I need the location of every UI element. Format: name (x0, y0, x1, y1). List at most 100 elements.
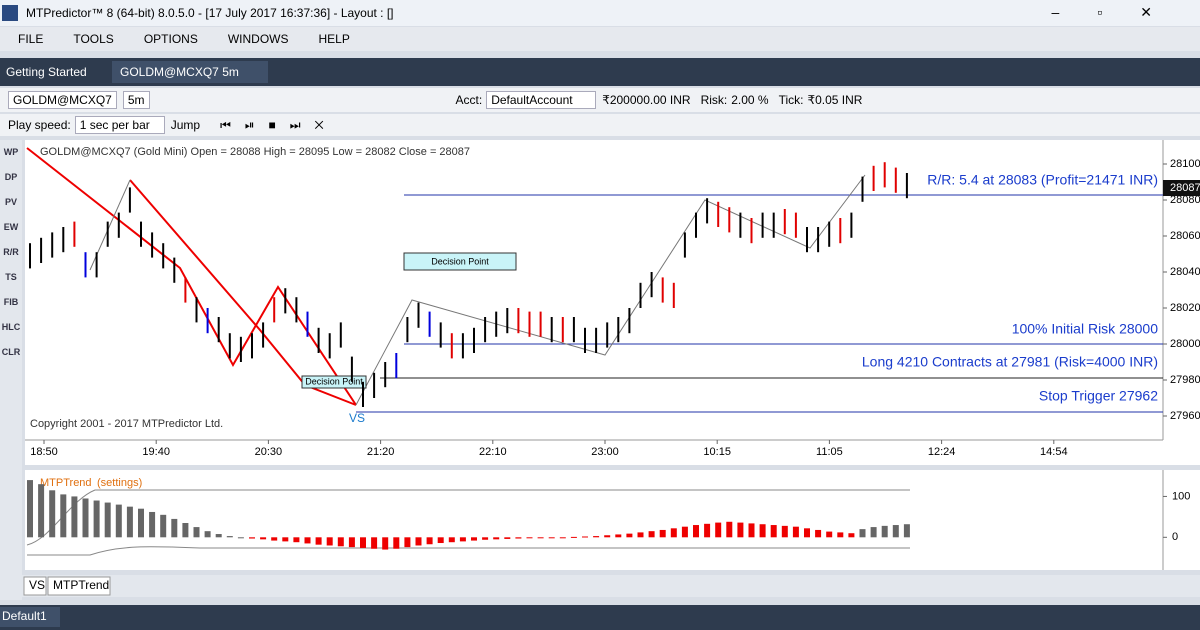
decision-label: Decision Point (431, 256, 489, 266)
trend-bar (326, 537, 333, 546)
indicator-name: MTPTrend (40, 477, 92, 489)
trend-bar (426, 537, 433, 545)
x-tick-label: 23:00 (591, 446, 619, 458)
trend-bar (903, 524, 910, 538)
long-annotation: Long 4210 Contracts at 27981 (Risk=4000 … (862, 354, 1158, 370)
trend-bar (471, 537, 477, 541)
x-tick-label: 12:24 (928, 446, 956, 458)
trend-bar (593, 536, 600, 538)
side-tool[interactable]: R/R (3, 247, 19, 257)
trend-bar (759, 524, 766, 538)
menu-item[interactable]: OPTIONS (143, 32, 198, 46)
trend-bar (504, 537, 511, 539)
side-tool[interactable]: PV (4, 197, 17, 207)
trend-bar (448, 537, 455, 543)
window-controls[interactable]: –▫✕ (1051, 4, 1190, 20)
price-tag-label: 28087 (1170, 182, 1200, 194)
x-tick-label: 20:30 (255, 446, 283, 458)
tick: ₹0.05 INR (807, 93, 863, 107)
menu-item[interactable]: TOOLS (73, 32, 114, 46)
trend-bar (859, 529, 866, 538)
trend-bar (526, 537, 533, 539)
tab-active[interactable]: GOLDM@MCXQ7 5m (112, 61, 268, 83)
trend-bar (770, 525, 777, 538)
tick-label: Tick: (778, 93, 804, 107)
bottom-tab-label: MTPTrend (53, 578, 109, 592)
trend-bar (38, 484, 45, 538)
y-tick-label: 28100 (1170, 158, 1200, 170)
side-tool[interactable]: HLC (1, 322, 21, 332)
symbol-select[interactable]: GOLDM@MCXQ7 (8, 91, 117, 109)
y-tick-label: 28020 (1170, 302, 1200, 314)
side-tool[interactable]: EW (3, 222, 19, 232)
capital: ₹200000.00 INR (602, 93, 691, 107)
risk: 2.00 % (731, 93, 769, 107)
tab[interactable]: Getting Started (6, 65, 87, 79)
stop-annotation: Stop Trigger 27962 (1039, 388, 1158, 404)
trend-bar (548, 537, 555, 539)
trend-bar (360, 537, 366, 548)
status-tab[interactable] (0, 607, 60, 627)
account-select[interactable]: DefaultAccount (486, 91, 597, 109)
trend-bar (215, 534, 222, 538)
trend-bar (626, 533, 633, 538)
trend-bar (493, 537, 500, 540)
trend-bar (648, 531, 655, 538)
y-tick-label: 27980 (1170, 374, 1200, 386)
title-bar: MTPredictor™ 8 (64-bit) 8.0.5.0 - [17 Ju… (0, 0, 1200, 26)
x-tick-label: 10:15 (703, 446, 731, 458)
trend-bar (160, 514, 167, 538)
trend-bar (415, 537, 422, 546)
trend-bar (304, 537, 311, 544)
status-bar (0, 605, 1200, 630)
trend-bar (226, 536, 233, 538)
trend-bar (704, 523, 711, 538)
play-controls[interactable]: ⏮⏯■⏭✕ (220, 117, 338, 132)
gray-zigzag (355, 174, 866, 406)
trend-bar (715, 522, 722, 538)
speed-select[interactable]: 1 sec per bar (74, 116, 165, 134)
side-tool[interactable]: CLR (1, 347, 21, 357)
x-tick-label: 22:10 (479, 446, 507, 458)
decision-box (403, 252, 517, 271)
trend-bar (315, 537, 322, 545)
interval-select[interactable]: 5m (122, 91, 150, 109)
trend-bar (537, 537, 544, 539)
trend-bar (115, 504, 122, 538)
menu-item[interactable]: WINDOWS (227, 32, 289, 46)
side-tool[interactable]: FIB (3, 297, 19, 307)
menu-item[interactable]: FILE (18, 32, 44, 46)
trend-bar (104, 502, 111, 538)
side-tool[interactable]: WP (3, 147, 19, 157)
side-tool[interactable]: TS (5, 272, 17, 282)
y-tick-label: 28000 (1170, 338, 1200, 350)
price-tag (1163, 180, 1200, 196)
side-tools: WP DP PV EW R/R TS FIB HLC CLR (0, 140, 22, 600)
menu-item[interactable]: HELP (318, 32, 350, 46)
decision-label: Decision Point (305, 376, 363, 386)
acct-label: Acct: (455, 93, 483, 107)
trend-bar (348, 537, 355, 548)
chart-header: GOLDM@MCXQ7 (Gold Mini) Open = 28088 Hig… (40, 146, 470, 158)
trend-bar (615, 534, 622, 538)
jump-button[interactable]: Jump (170, 118, 201, 132)
y-tick-label: 28040 (1170, 266, 1200, 278)
side-tool[interactable]: DP (4, 172, 18, 182)
copyright: Copyright 2001 - 2017 MTPredictor Ltd. (30, 418, 223, 430)
trend-bar (237, 537, 244, 539)
trend-bar (781, 525, 788, 538)
trend-bar (515, 537, 522, 539)
bottom-tab[interactable] (47, 576, 111, 596)
indicator-settings[interactable]: (settings) (97, 477, 142, 489)
x-tick-label: 11:05 (816, 446, 843, 458)
trend-bar (71, 496, 78, 538)
trend-bar (748, 523, 755, 538)
bottom-tab[interactable] (23, 576, 47, 596)
play-label: Play speed: (8, 118, 71, 132)
trend-bar (393, 537, 400, 549)
trend-bar (138, 508, 144, 538)
trend-bar (271, 537, 278, 541)
app-icon (2, 5, 18, 21)
